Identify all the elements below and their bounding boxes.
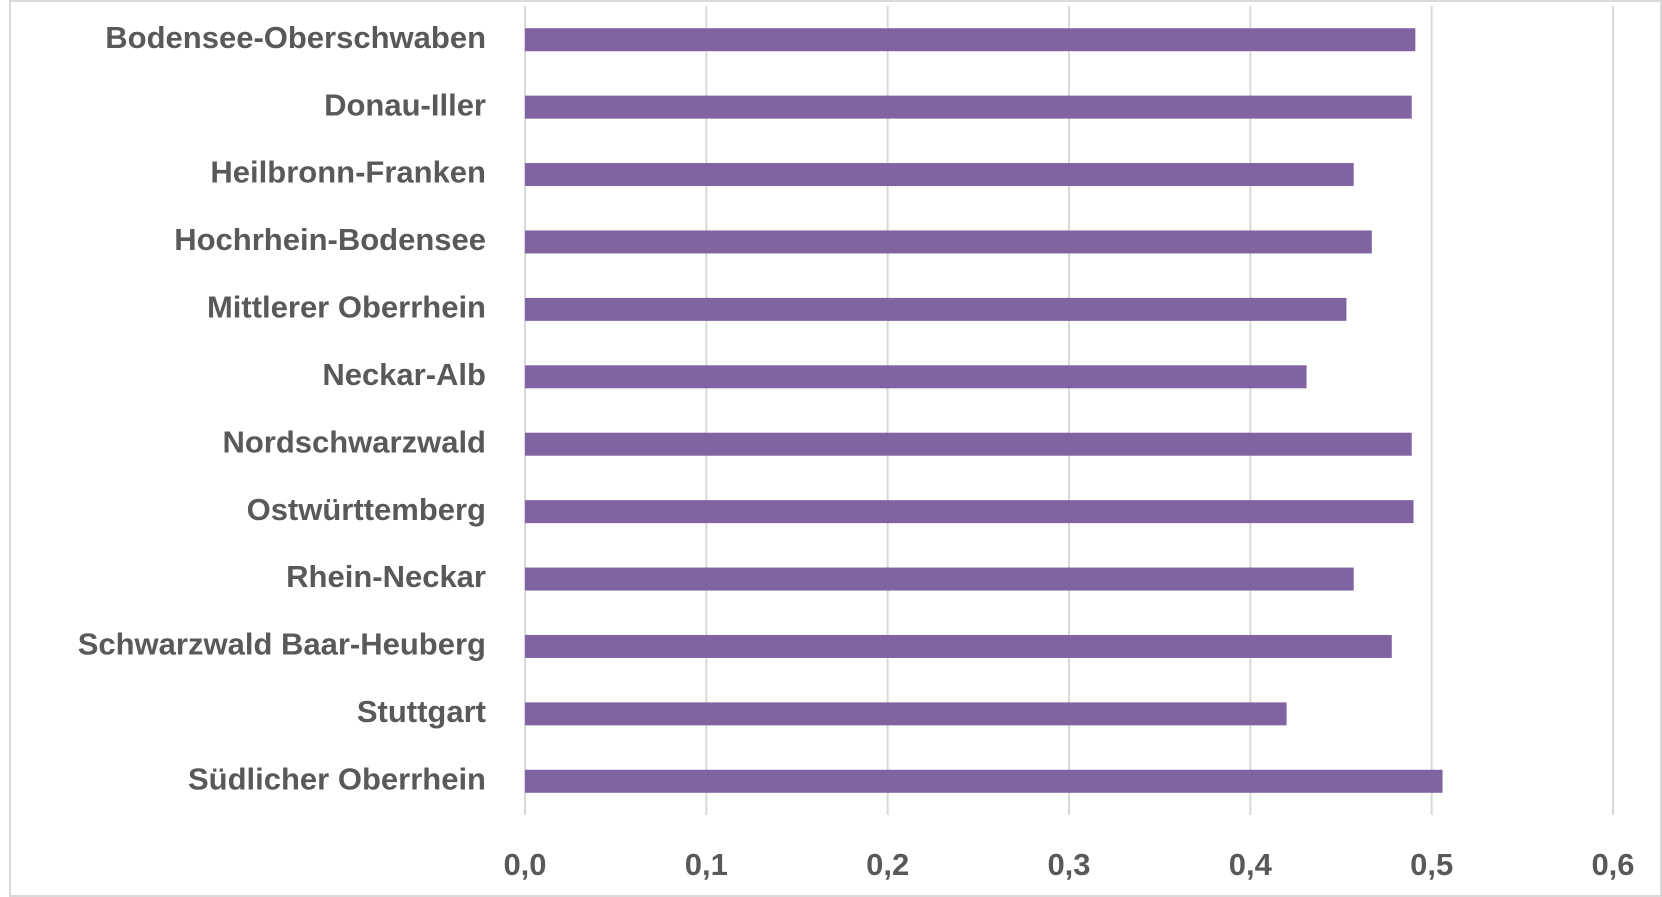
x-tick-label: 0,0 — [503, 847, 546, 882]
y-tick-label: Nordschwarzwald — [222, 424, 486, 459]
x-tick-label: 0,3 — [1047, 847, 1090, 882]
x-tick-label: 0,2 — [866, 847, 909, 882]
bar — [525, 567, 1354, 591]
y-tick-label: Mittlerer Oberrhein — [207, 290, 486, 325]
bar — [525, 769, 1443, 793]
bar — [525, 163, 1354, 187]
y-tick-label: Ostwürttemberg — [247, 492, 486, 527]
bar — [525, 500, 1414, 524]
y-tick-label: Bodensee-Oberschwaben — [105, 20, 486, 55]
y-tick-label: Heilbronn-Franken — [210, 155, 486, 190]
bar — [525, 702, 1287, 726]
bar — [525, 365, 1307, 389]
bar — [525, 297, 1347, 321]
x-tick-label: 0,1 — [685, 847, 728, 882]
y-tick-label: Neckar-Alb — [322, 357, 486, 392]
y-tick-label: Schwarzwald Baar-Heuberg — [78, 627, 486, 662]
bar — [525, 28, 1416, 52]
x-tick-label: 0,4 — [1229, 847, 1273, 882]
y-tick-label: Südlicher Oberrhein — [188, 761, 486, 796]
y-tick-label: Donau-Iller — [324, 87, 486, 122]
bar — [525, 230, 1372, 254]
chart-frame — [9, 0, 1662, 897]
y-tick-label: Stuttgart — [357, 694, 486, 729]
x-tick-label: 0,5 — [1410, 847, 1453, 882]
y-tick-label: Rhein-Neckar — [286, 559, 486, 594]
y-tick-label: Hochrhein-Bodensee — [174, 222, 486, 257]
bar — [525, 634, 1392, 658]
x-tick-label: 0,6 — [1591, 847, 1634, 882]
bar — [525, 432, 1412, 456]
bar — [525, 95, 1412, 119]
